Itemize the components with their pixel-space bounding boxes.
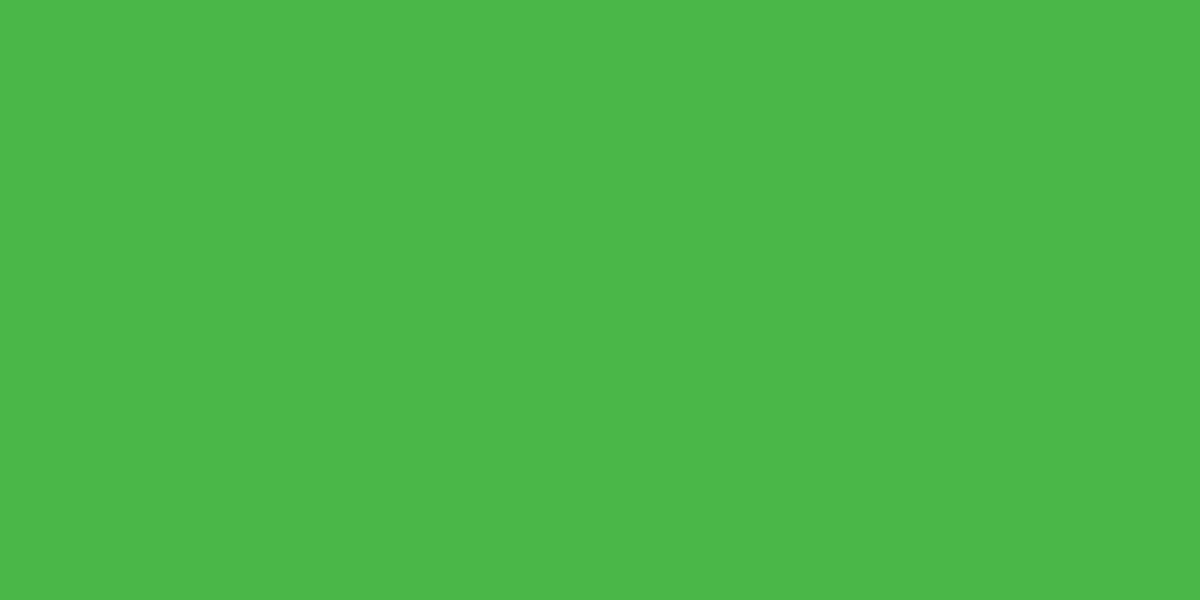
- weather-map: [0, 0, 1200, 600]
- contour-overlay: [0, 0, 1200, 600]
- temperature-fill-layer: [0, 0, 1200, 600]
